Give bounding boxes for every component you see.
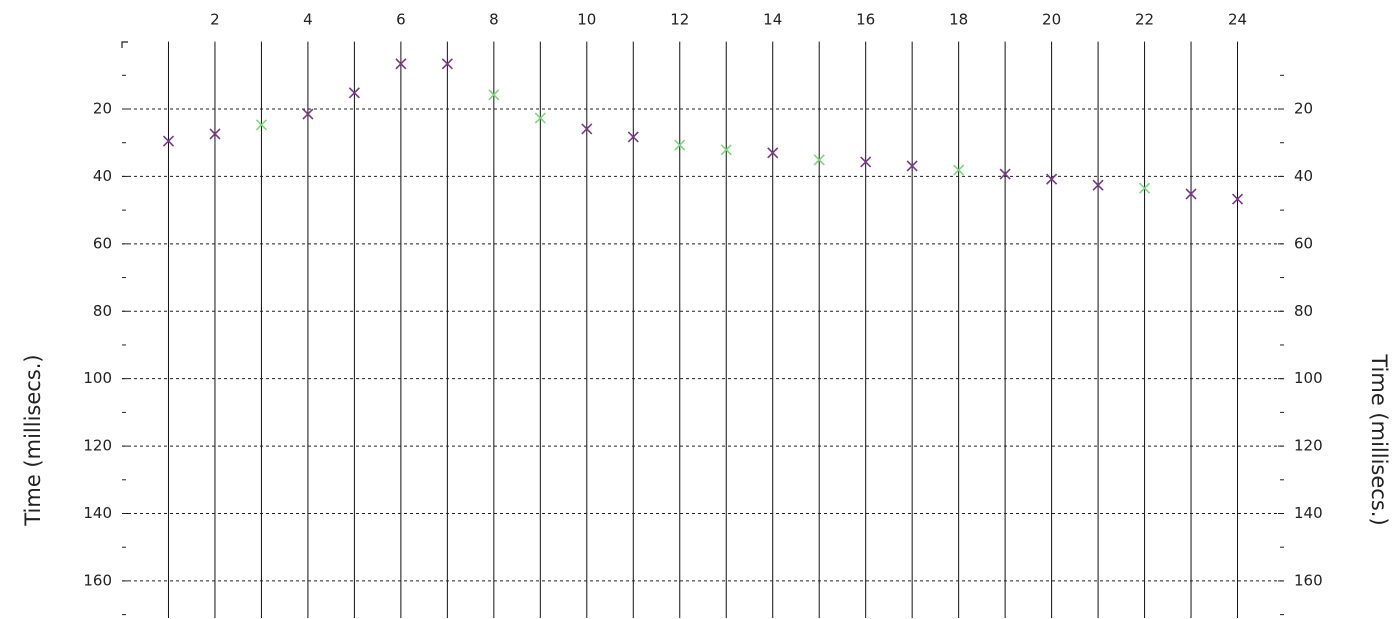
y-tick-label: 80 [93,302,112,320]
axis-corner [121,41,128,48]
pick-marker [1092,179,1104,191]
x-tick-label: 14 [763,11,782,29]
pick-marker [767,147,779,159]
y-tick-label: 100 [83,369,112,387]
y2-tick-label: 100 [1294,369,1323,387]
x-tick-label: 22 [1135,11,1154,29]
y2-tick-label: 140 [1294,504,1323,522]
y-tick-label: 60 [93,234,112,252]
y-tick-label: 40 [93,167,112,185]
pick-marker [1231,193,1244,205]
pick-marker [1185,188,1197,200]
pick-marker [860,156,872,168]
x-tick-label: 2 [210,11,220,29]
y2-tick-label: 40 [1294,167,1313,185]
y2-axis-label: Time (millisecs.) [1367,353,1391,525]
x-tick-label: 24 [1228,11,1247,29]
pick-marker [627,131,639,143]
pick-marker [813,154,825,166]
pick-marker [209,128,221,140]
y-tick-label: 120 [83,437,112,455]
pick-marker [906,160,918,172]
pick-marker [395,58,407,70]
pick-marker [953,164,965,176]
x-tick-label: 12 [670,11,689,29]
x-tick-label: 8 [489,11,499,29]
pick-marker [441,58,453,70]
x-tick-label: 18 [949,11,968,29]
pick-marker [720,144,732,156]
pick-marker [999,168,1011,180]
y2-tick-label: 120 [1294,437,1323,455]
pick-marker [255,119,268,131]
y2-tick-label: 80 [1294,302,1313,320]
y-tick-label: 20 [93,100,112,118]
x-tick-label: 16 [856,11,875,29]
x-tick-label: 20 [1042,11,1061,29]
pick-marker [488,89,500,101]
y2-tick-label: 20 [1294,100,1313,118]
y2-tick-label: 160 [1294,571,1323,589]
pick-marker [581,123,593,135]
pick-marker [348,87,360,99]
pick-marker [534,112,546,124]
pick-marker [674,139,686,151]
y-axis-label: Time (millisecs.) [21,354,45,526]
x-tick-label: 10 [577,11,596,29]
x-tick-label: 6 [396,11,406,29]
x-tick-label: 4 [303,11,313,29]
pick-marker [1138,182,1151,194]
pick-marker [1046,173,1058,185]
y-tick-label: 160 [83,571,112,589]
pick-marker [302,108,314,120]
y2-tick-label: 60 [1294,234,1313,252]
y-tick-label: 140 [83,504,112,522]
pick-marker [162,135,175,147]
